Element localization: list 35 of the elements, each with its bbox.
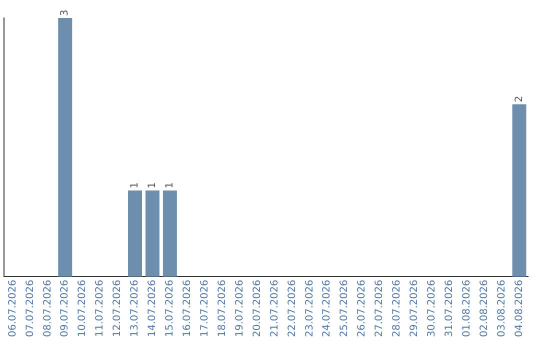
x-tick-label: 04.08.2026 <box>514 280 525 338</box>
x-tick-label: 18.07.2026 <box>216 280 228 338</box>
x-tick-label: 26.07.2026 <box>356 280 368 338</box>
data-label: 1 <box>130 182 141 188</box>
x-tick-label: 02.08.2026 <box>478 280 490 338</box>
x-tick-label: 10.07.2026 <box>77 280 88 338</box>
x-tick-label: 31.07.2026 <box>444 280 455 338</box>
x-tick-label: 09.07.2026 <box>60 280 71 338</box>
x-tick-label: 12.07.2026 <box>112 280 124 338</box>
x-tick-label: 25.07.2026 <box>339 280 350 338</box>
x-tick-label: 22.07.2026 <box>286 280 298 338</box>
x-tick-label: 07.07.2026 <box>24 280 36 338</box>
data-label: 1 <box>147 182 158 188</box>
x-tick-label: 21.07.2026 <box>269 280 280 338</box>
x-tick-label: 01.08.2026 <box>461 280 472 338</box>
data-label: 1 <box>164 182 176 188</box>
x-tick-label: 19.07.2026 <box>234 280 246 338</box>
x-tick-label: 11.07.2026 <box>94 280 106 338</box>
x-tick-label: 08.07.2026 <box>42 280 54 338</box>
x-tick-label: 13.07.2026 <box>130 280 141 338</box>
x-tick-label: 23.07.2026 <box>304 280 316 338</box>
x-tick-label: 28.07.2026 <box>392 280 403 338</box>
data-label: 3 <box>60 10 71 16</box>
x-tick-label: 03.08.2026 <box>496 280 508 338</box>
x-tick-label: 30.07.2026 <box>426 280 438 338</box>
x-tick-label: 14.07.2026 <box>147 280 158 338</box>
x-tick-label: 06.07.2026 <box>7 280 18 338</box>
x-tick-label: 15.07.2026 <box>164 280 176 338</box>
x-tick-label: 24.07.2026 <box>322 280 333 338</box>
x-tick-label: 20.07.2026 <box>252 280 263 338</box>
x-tick-label: 16.07.2026 <box>182 280 193 338</box>
x-tick-label: 29.07.2026 <box>409 280 420 338</box>
x-tick-label: 17.07.2026 <box>199 280 210 338</box>
data-label: 2 <box>514 96 525 102</box>
x-tick-label: 27.07.2026 <box>374 280 386 338</box>
